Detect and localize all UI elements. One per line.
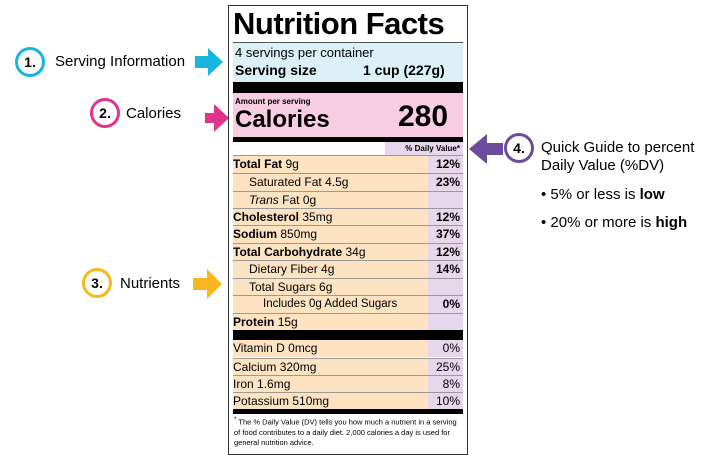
nutrient-amount: 6g bbox=[319, 280, 333, 294]
nutrition-label bbox=[228, 5, 468, 455]
nutrient-amount: 4g bbox=[321, 262, 335, 276]
arrow-dv bbox=[469, 134, 503, 164]
bullet-text: • 20% or more is bbox=[541, 214, 652, 231]
vitamin-dv: 25% bbox=[435, 360, 460, 374]
guide-bullet: • 20% or more is high bbox=[541, 214, 687, 231]
nutrient-name: Dietary Fiber bbox=[249, 262, 318, 276]
vitamin-name: Vitamin D bbox=[233, 341, 285, 355]
nutrient-row: Cholesterol 35mg 12% bbox=[233, 208, 463, 226]
callout-number: 1. bbox=[15, 47, 45, 77]
bullet-text: • 5% or less is bbox=[541, 186, 636, 203]
calories-bg bbox=[233, 93, 463, 137]
nutrient-name: Includes 0g Added Sugars bbox=[263, 298, 398, 310]
label-title: Nutrition Facts bbox=[233, 6, 445, 41]
vitamin-row: Iron 1.6mg 8% bbox=[233, 375, 463, 393]
guide-bullet: • 5% or less is low bbox=[541, 186, 665, 203]
nutrient-dv: 12% bbox=[435, 157, 460, 171]
nutrient-name: Total Carbohydrate bbox=[233, 245, 343, 259]
nutrient-name: Fat bbox=[282, 193, 300, 207]
nutrient-row: Saturated Fat 4.5g 23% bbox=[233, 173, 463, 191]
footnote-mark: * bbox=[234, 416, 237, 423]
servings: 4 servings per container bbox=[235, 45, 374, 60]
dv-header: % Daily Value* bbox=[385, 142, 463, 155]
vitamin-amount: 1.6mg bbox=[257, 377, 291, 391]
nutrient-dv: 0% bbox=[442, 297, 460, 311]
arrow-calories bbox=[205, 104, 229, 132]
bullet-bold: low bbox=[639, 186, 665, 203]
vitamin-row: Calcium 320mg 25% bbox=[233, 358, 463, 376]
nutrient-amount: 35mg bbox=[302, 210, 333, 224]
serving-bg bbox=[233, 42, 463, 83]
vitamin-dv: 0% bbox=[442, 341, 460, 355]
vitamin-name: Potassium bbox=[233, 394, 290, 408]
vitamin-row: Potassium 510mg 10% bbox=[233, 392, 463, 410]
medium-rule bbox=[233, 409, 463, 414]
nutrient-amount: 4.5g bbox=[325, 175, 349, 189]
nutrient-amount: 9g bbox=[285, 157, 299, 171]
nutrient-row: Dietary Fiber 4g 14% bbox=[233, 260, 463, 278]
nutrient-amount: 15g bbox=[277, 315, 298, 329]
vitamin-amount: 320mg bbox=[279, 360, 317, 374]
arrow-serving bbox=[195, 48, 223, 76]
thick-rule bbox=[233, 330, 463, 340]
callout-text: Quick Guide to percent bbox=[541, 139, 695, 156]
nutrient-row: Protein 15g bbox=[233, 313, 463, 331]
nutrient-row: Total Carbohydrate 34g 12% bbox=[233, 243, 463, 261]
vitamin-dv: 10% bbox=[435, 394, 460, 408]
bullet-bold: high bbox=[655, 214, 688, 231]
calories-value: 280 bbox=[398, 100, 449, 133]
vitamin-name: Calcium bbox=[233, 360, 277, 374]
nutrient-dv: 23% bbox=[435, 175, 460, 189]
nutrient-row: Includes 0g Added Sugars 0% bbox=[233, 295, 463, 313]
nutrient-name-italic: Trans bbox=[249, 193, 279, 207]
footnote: * The % Daily Value (DV) tells you how m… bbox=[234, 415, 462, 448]
callout-number: 2. bbox=[90, 98, 120, 128]
serving-size: 1 cup (227g) bbox=[363, 62, 445, 78]
vitamin-row: Vitamin D 0mcg 0% bbox=[233, 340, 463, 357]
medium-rule bbox=[233, 137, 463, 142]
amount-per-serving: Amount per serving bbox=[235, 97, 311, 106]
nutrient-amount: 850mg bbox=[280, 227, 318, 241]
nutrient-row: Sodium 850mg 37% bbox=[233, 225, 463, 243]
callout-text: Daily Value (%DV) bbox=[541, 157, 665, 174]
callout-number: 3. bbox=[82, 268, 112, 298]
arrow-nutrients bbox=[193, 269, 222, 299]
nutrient-dv: 12% bbox=[435, 210, 460, 224]
footnote-text: The % Daily Value (DV) tells you how muc… bbox=[234, 417, 457, 447]
vitamin-amount: 510mg bbox=[292, 394, 330, 408]
callout-text: Serving Information bbox=[55, 53, 186, 70]
serving-size-label: Serving size bbox=[235, 62, 317, 78]
nutrient-row: Trans Fat 0g bbox=[233, 191, 463, 209]
dv-header-text: % Daily Value* bbox=[405, 144, 460, 153]
nutrient-name: Total Sugars bbox=[249, 280, 316, 294]
nutrient-name: Protein bbox=[233, 315, 275, 329]
nutrient-dv: 37% bbox=[435, 227, 460, 241]
nutrient-name: Cholesterol bbox=[233, 210, 300, 224]
nutrient-amount: 0g bbox=[302, 193, 317, 207]
vitamin-name: Iron bbox=[233, 377, 254, 391]
nutrient-dv: 14% bbox=[435, 262, 460, 276]
nutrient-name: Total Fat bbox=[233, 157, 283, 171]
nutrient-row: Total Sugars 6g bbox=[233, 278, 463, 296]
nutrient-amount: 34g bbox=[345, 245, 366, 259]
callout-text: Calories bbox=[126, 105, 182, 122]
nutrient-name: Sodium bbox=[233, 227, 277, 241]
nutrient-name: Saturated Fat bbox=[249, 175, 322, 189]
vitamin-dv: 8% bbox=[442, 377, 460, 391]
callout-number: 4. bbox=[504, 133, 534, 163]
nutrient-row: Total Fat 9g 12% bbox=[233, 155, 463, 173]
calories-label: Calories bbox=[235, 106, 330, 133]
thick-rule bbox=[233, 82, 463, 93]
nutrient-dv: 12% bbox=[435, 245, 460, 259]
vitamin-amount: 0mcg bbox=[288, 341, 318, 355]
callout-text: Nutrients bbox=[120, 275, 181, 292]
